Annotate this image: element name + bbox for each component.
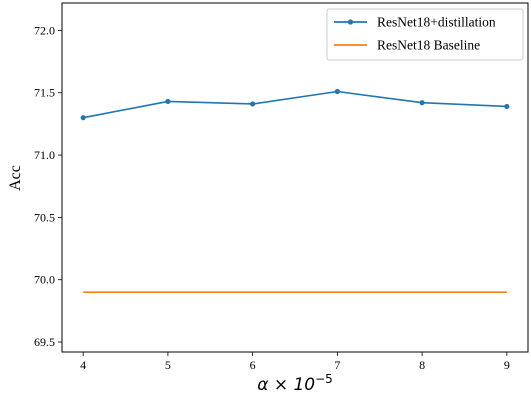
y-tick-label: 69.5 — [34, 335, 55, 349]
y-tick-label: 71.5 — [34, 86, 55, 100]
x-axis: 4 5 6 7 8 9 — [80, 352, 510, 372]
series-line-0 — [83, 90, 507, 119]
y-tick-label: 72.0 — [34, 23, 55, 37]
x-tick-label: 5 — [165, 358, 171, 372]
plot-area — [62, 3, 528, 352]
data-point — [504, 103, 510, 110]
x-axis-label: α × 10−5 — [257, 372, 333, 395]
data-point — [165, 98, 171, 105]
data-point — [334, 88, 340, 95]
legend-label-baseline: ResNet18 Baseline — [377, 38, 480, 53]
x-tick-label: 7 — [334, 358, 340, 372]
data-point — [419, 100, 425, 106]
y-tick-label: 70.5 — [34, 210, 55, 224]
x-axis-label-base: α × 10 — [257, 375, 315, 395]
y-axis: 69.5 70.0 70.5 71.0 71.5 72.0 — [34, 23, 62, 349]
legend: ResNet18+distillation ResNet18 Baseline — [326, 8, 524, 61]
y-tick-label: 70.0 — [34, 273, 55, 287]
legend-marker-distillation — [347, 19, 354, 25]
series-layer — [80, 88, 510, 293]
x-tick-label: 9 — [504, 358, 510, 372]
x-tick-label: 6 — [250, 358, 256, 372]
data-point — [250, 101, 256, 107]
x-axis-label-exponent: −5 — [315, 372, 333, 386]
data-point — [80, 115, 86, 121]
x-tick-label: 4 — [80, 358, 86, 372]
legend-box — [326, 8, 524, 61]
plot-frame — [61, 2, 529, 353]
x-tick-label: 8 — [419, 358, 425, 372]
legend-label-distillation: ResNet18+distillation — [377, 15, 496, 30]
y-axis-label: Acc — [7, 165, 24, 191]
y-tick-label: 71.0 — [34, 148, 55, 162]
